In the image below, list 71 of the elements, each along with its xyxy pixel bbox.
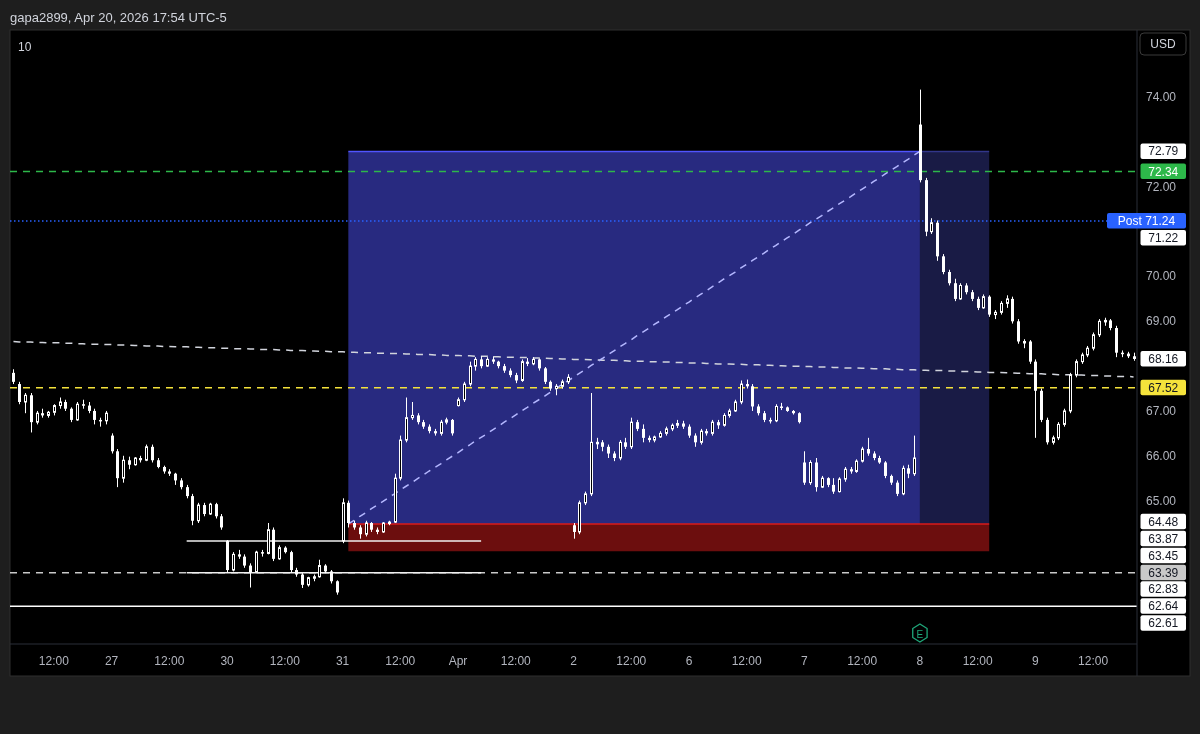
candlestick — [347, 500, 350, 528]
x-tick-label: 27 — [104, 654, 119, 668]
x-tick-label: 12:00 — [731, 654, 763, 668]
candlestick — [463, 381, 466, 403]
text: 63.45 — [1148, 548, 1179, 563]
candlestick — [1017, 318, 1020, 345]
candlestick — [942, 253, 945, 275]
candlestick — [18, 381, 21, 405]
candlestick — [954, 278, 957, 302]
text: 68.16 — [1148, 351, 1179, 366]
x-tick-label: 2 — [570, 654, 578, 668]
line-series — [12, 340, 1135, 378]
candlestick — [1029, 339, 1032, 365]
y-tick-label: 72.00 — [1146, 179, 1177, 194]
y-tick-label: 70.00 — [1146, 269, 1177, 284]
text: 72.79 — [1148, 144, 1179, 159]
candlestick — [619, 439, 622, 461]
x-tick-label: 12:00 — [616, 654, 647, 668]
y-tick-label: 69.00 — [1146, 314, 1177, 329]
text: 63.87 — [1148, 531, 1179, 546]
text: 10 — [18, 40, 32, 54]
annotation: E — [916, 628, 924, 639]
text: 64.48 — [1148, 514, 1179, 529]
candlestick — [290, 550, 293, 573]
x-tick-label: 7 — [801, 654, 809, 668]
candlestick — [988, 294, 991, 318]
x-tick-label: 31 — [335, 654, 350, 668]
candlestick — [1046, 417, 1049, 446]
x-tick-label: 12:00 — [1078, 654, 1109, 668]
x-tick-label: 30 — [220, 654, 235, 668]
candlestick — [249, 562, 252, 589]
x-tick-label: 6 — [685, 654, 693, 668]
candlestick — [405, 397, 408, 443]
text: 62.83 — [1148, 582, 1179, 597]
y-axis-title: USD — [1150, 37, 1176, 51]
text: gapa2899, Apr 20, 2026 17:54 UTC-5 — [10, 9, 227, 25]
candlestick — [809, 459, 812, 486]
candlestick — [740, 379, 743, 405]
candlestick — [469, 361, 472, 387]
x-tick-label: 12:00 — [847, 654, 878, 668]
candlestick — [521, 358, 524, 383]
x-tick-label: Apr — [448, 654, 468, 668]
x-tick-label: 12:00 — [269, 654, 301, 668]
ref-line-label: Post 71.24 — [1117, 213, 1176, 228]
candlestick — [1011, 296, 1014, 325]
candlestick — [76, 401, 79, 422]
candlestick — [122, 455, 125, 484]
x-tick-label: 12:00 — [962, 654, 993, 668]
candlestick — [267, 522, 270, 555]
ref-line-label: 63.39 — [1148, 565, 1179, 580]
y-tick-label: 66.00 — [1146, 448, 1177, 463]
y-tick-label: 67.00 — [1146, 403, 1177, 418]
x-tick-label: 9 — [1032, 654, 1040, 668]
x-tick-label: 12:00 — [154, 654, 185, 668]
ref-line-label: 62.64 — [1148, 599, 1179, 614]
candlestick — [913, 435, 916, 477]
candlestick — [197, 502, 200, 524]
ref-line-label: 72.34 — [1148, 164, 1179, 179]
x-tick-label: 12:00 — [500, 654, 532, 668]
y-tick-label: 65.00 — [1146, 493, 1177, 508]
candlestick — [111, 432, 114, 455]
candlestick — [751, 383, 754, 412]
ref-line-label: 67.52 — [1148, 380, 1179, 395]
text: 71.22 — [1148, 230, 1179, 245]
text: 62.61 — [1148, 616, 1179, 631]
candlestick — [803, 450, 806, 486]
x-tick-label: 8 — [916, 654, 924, 668]
x-tick-label: 12:00 — [385, 654, 416, 668]
x-tick-label: 12:00 — [38, 654, 70, 668]
y-tick-label: 74.00 — [1146, 90, 1177, 105]
candlestick — [24, 392, 27, 414]
